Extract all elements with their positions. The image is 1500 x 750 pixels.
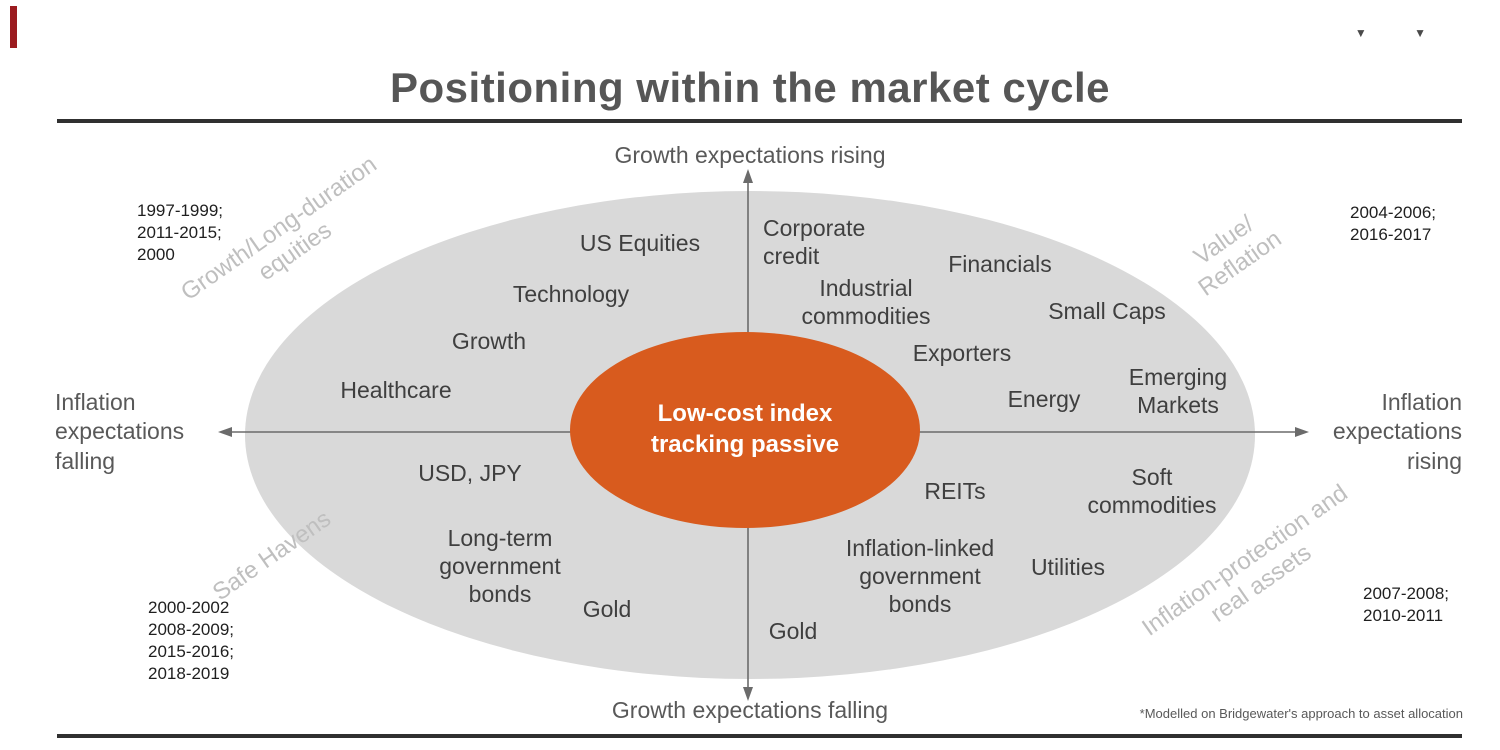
nav-down-arrow-icon[interactable]: ▼ (1414, 26, 1448, 40)
bottom-divider (57, 734, 1462, 738)
axis-label-growth-falling: Growth expectations falling (611, 697, 889, 723)
page-title: Positioning within the market cycle (390, 64, 1110, 112)
asset-label-corporate-credit: Corporate credit (763, 215, 866, 270)
asset-label-gold: Gold (768, 617, 818, 644)
asset-label-healthcare: Healthcare (340, 376, 452, 403)
asset-label-emerging-markets: Emerging Markets (1128, 363, 1228, 418)
asset-label-inflation-linked-government-bonds: Inflation-linked government bonds (845, 534, 995, 618)
nav-down-arrow-icon[interactable]: ▼ (1354, 26, 1389, 40)
axis-arrow-up-icon (743, 169, 753, 183)
asset-label-exporters: Exporters (912, 339, 1012, 366)
axis-arrow-left-icon (218, 427, 232, 437)
axis-label-inflation-rising: Inflation expectations rising (1332, 389, 1462, 474)
axis-arrow-down-icon (743, 687, 753, 701)
asset-label-technology: Technology (512, 280, 630, 307)
axis-arrow-right-icon (1295, 427, 1309, 437)
dates-bottom-right: 2007-2008; 2010-2011 (1363, 584, 1450, 626)
accent-bar (10, 6, 17, 48)
axis-label-inflation-falling: Inflation expectations falling (55, 389, 185, 474)
asset-label-us-equities: US Equities (579, 229, 701, 256)
axis-label-growth-rising: Growth expectations rising (614, 142, 886, 168)
dates-top-right: 2004-2006; 2016-2017 (1350, 203, 1437, 245)
asset-label-financials: Financials (948, 250, 1052, 277)
dates-top-left: 1997-1999; 2011-2015; 2000 (137, 201, 224, 265)
asset-label-long-term-government-bonds: Long-term government bonds (439, 524, 561, 608)
asset-label-reits: REITs (924, 477, 986, 504)
center-strategy-label: Low-cost index tracking passive (650, 399, 840, 458)
asset-label-growth: Growth (451, 327, 527, 354)
asset-label-small-caps: Small Caps (1048, 297, 1166, 324)
asset-label-soft-commodities: Soft commodities (1087, 463, 1217, 518)
center-ellipse (570, 332, 920, 528)
dates-bottom-left: 2000-2002 2008-2009; 2015-2016; 2018-201… (148, 598, 235, 684)
top-divider (57, 119, 1462, 123)
asset-label-industrial-commodities: Industrial commodities (801, 274, 931, 329)
asset-label-usd-jpy: USD, JPY (418, 459, 522, 486)
asset-label-utilities: Utilities (1030, 553, 1106, 580)
asset-label-gold: Gold (582, 595, 632, 622)
nav-arrows: ▼ ▼ (1355, 26, 1448, 40)
footnote: *Modelled on Bridgewater's approach to a… (1139, 706, 1463, 721)
asset-label-energy: Energy (1007, 385, 1081, 412)
